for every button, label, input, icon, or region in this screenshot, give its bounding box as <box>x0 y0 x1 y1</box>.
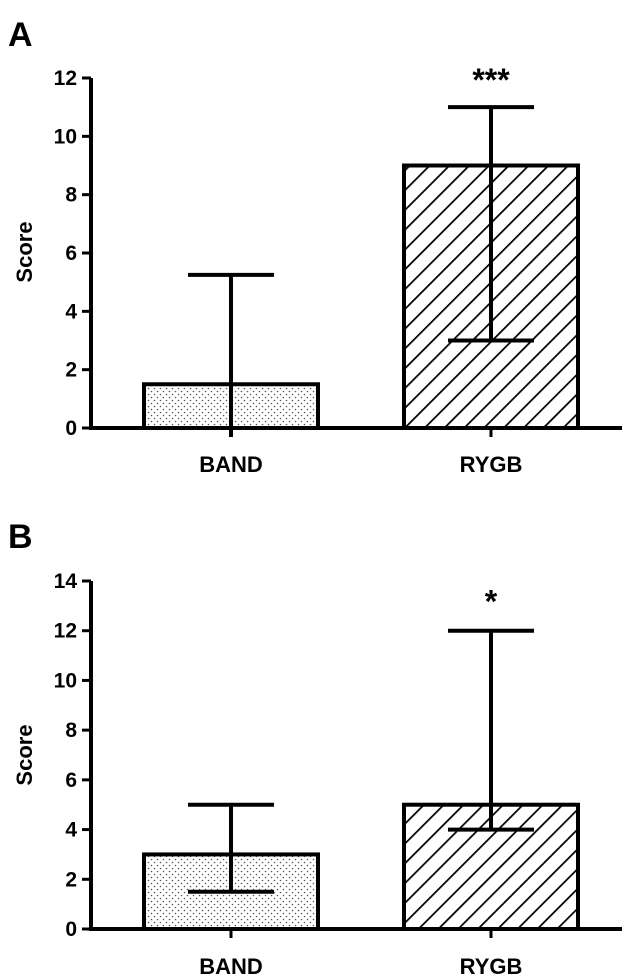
panel-b-y-axis-label: Score <box>12 724 37 785</box>
panel-b-y-tick-label: 0 <box>65 918 77 941</box>
panel-a-y-tick-label: 8 <box>65 184 77 207</box>
panel-a: A Score 0 2 4 6 8 10 12 BAND RYGB *** <box>8 16 622 477</box>
panel-a-y-tick-label: 0 <box>65 417 77 440</box>
panel-a-y-tick-label: 2 <box>65 359 77 382</box>
panel-b-x-tick-label: BAND <box>199 954 263 977</box>
panel-b-y-tick-label: 6 <box>65 769 77 792</box>
panel-b-y-tick-label: 14 <box>54 570 78 593</box>
panel-b-y-tick-label: 8 <box>65 719 77 742</box>
panel-a-y-axis-label: Score <box>12 221 37 282</box>
panel-b-plot: 0 2 4 6 8 10 12 14 BAND RYGB * <box>54 570 622 977</box>
panel-b-significance-marker: * <box>485 584 498 620</box>
panel-a-y-tick-label: 10 <box>54 125 77 148</box>
panel-a-plot: 0 2 4 6 8 10 12 BAND RYGB *** <box>54 62 622 477</box>
panel-b-y-tick-label: 2 <box>65 868 77 891</box>
panel-a-y-tick-label: 4 <box>65 300 77 323</box>
panel-b-letter: B <box>8 518 33 556</box>
panel-b: B Score 0 2 4 6 8 10 12 14 BAND RYGB * <box>8 518 622 977</box>
panel-b-y-tick-label: 12 <box>54 620 77 643</box>
panel-b-y-tick-label: 4 <box>65 819 77 842</box>
panel-b-x-tick-label: RYGB <box>460 954 523 977</box>
panel-a-significance-marker: *** <box>472 62 510 98</box>
panel-a-x-tick-label: BAND <box>199 452 263 477</box>
panel-a-y-tick-label: 12 <box>54 67 77 90</box>
panel-b-y-tick-label: 10 <box>54 669 77 692</box>
panel-a-letter: A <box>8 16 33 54</box>
panel-a-x-tick-label: RYGB <box>460 452 523 477</box>
panel-a-y-tick-label: 6 <box>65 242 77 265</box>
